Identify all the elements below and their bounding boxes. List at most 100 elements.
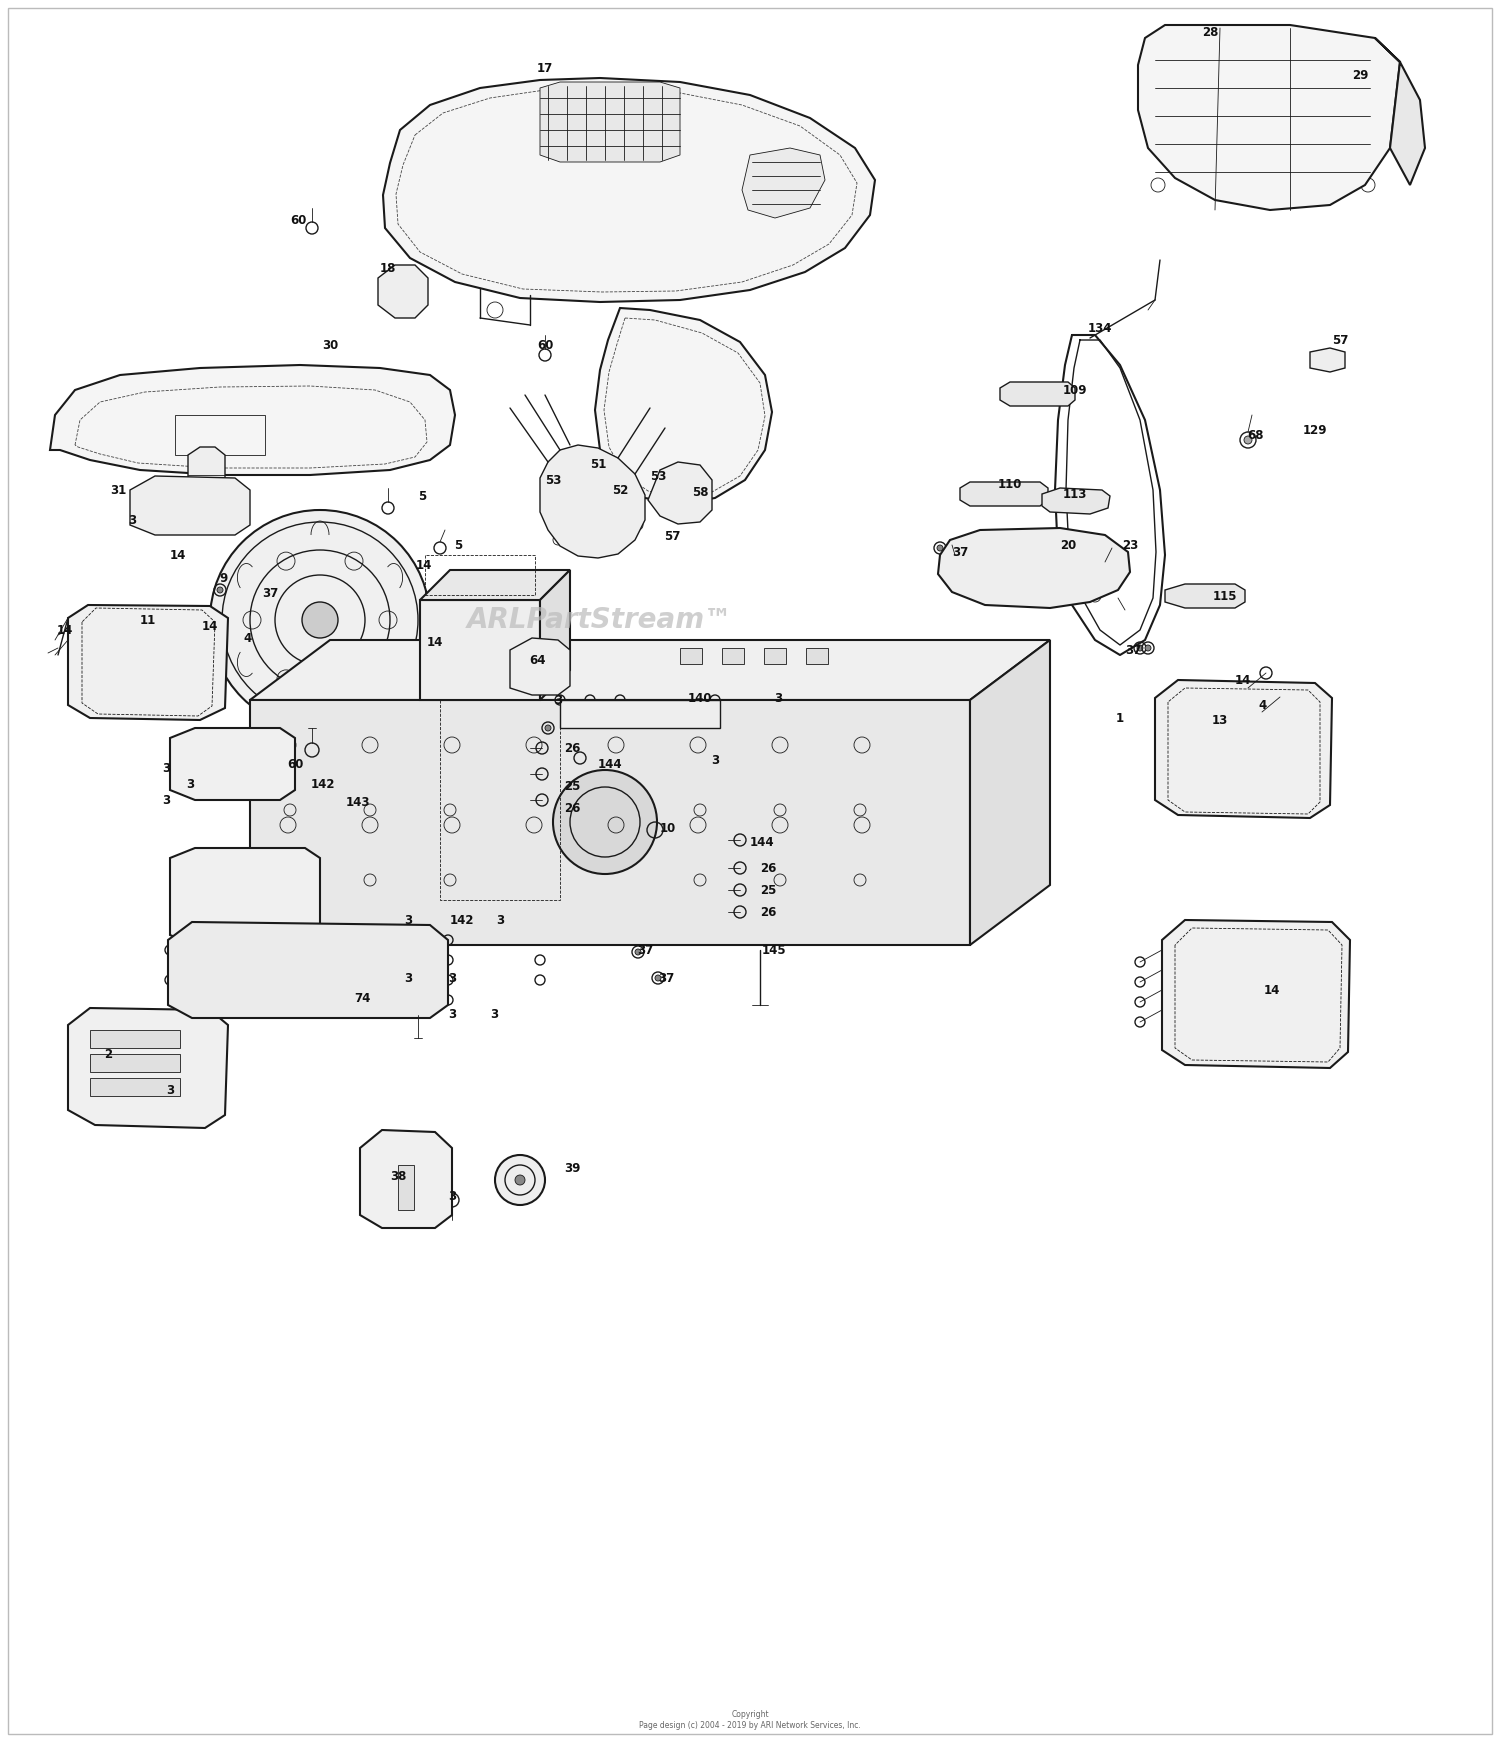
Text: 3: 3 <box>774 692 782 704</box>
Polygon shape <box>398 1165 414 1211</box>
Text: 9: 9 <box>220 571 228 585</box>
Polygon shape <box>1166 584 1245 608</box>
Circle shape <box>512 657 518 664</box>
Text: 129: 129 <box>1302 423 1328 437</box>
Polygon shape <box>251 639 1050 700</box>
Polygon shape <box>170 728 296 800</box>
Text: 52: 52 <box>612 484 628 496</box>
Text: 145: 145 <box>762 944 786 956</box>
Text: 1: 1 <box>1116 711 1124 725</box>
Polygon shape <box>130 476 251 535</box>
Text: 31: 31 <box>110 484 126 496</box>
Circle shape <box>217 587 223 592</box>
Circle shape <box>1137 645 1143 652</box>
Polygon shape <box>378 265 427 319</box>
Text: 4: 4 <box>1258 699 1268 711</box>
Text: 113: 113 <box>1064 488 1088 500</box>
Text: 51: 51 <box>590 458 606 470</box>
Text: 14: 14 <box>427 636 442 648</box>
Text: 3: 3 <box>496 913 504 927</box>
Text: 5: 5 <box>454 538 462 552</box>
Circle shape <box>472 622 478 629</box>
Polygon shape <box>540 82 680 162</box>
Text: 142: 142 <box>450 913 474 927</box>
Circle shape <box>1144 645 1150 652</box>
Polygon shape <box>1376 38 1425 185</box>
Polygon shape <box>420 599 540 700</box>
Polygon shape <box>90 1054 180 1071</box>
Text: 26: 26 <box>564 801 580 815</box>
Circle shape <box>514 1176 525 1185</box>
Text: 14: 14 <box>416 559 432 571</box>
Polygon shape <box>806 648 828 664</box>
Text: 14: 14 <box>57 624 74 636</box>
Text: 18: 18 <box>380 261 396 275</box>
Text: 3: 3 <box>711 754 718 766</box>
Text: 109: 109 <box>1062 383 1088 397</box>
Circle shape <box>512 622 518 629</box>
Text: 58: 58 <box>692 486 708 498</box>
Circle shape <box>302 603 338 638</box>
Text: 53: 53 <box>650 470 666 483</box>
Circle shape <box>1244 436 1252 444</box>
Text: 74: 74 <box>354 991 370 1005</box>
Text: 60: 60 <box>290 214 306 226</box>
Text: 37: 37 <box>638 944 652 956</box>
Text: 60: 60 <box>537 338 554 352</box>
Text: 64: 64 <box>530 653 546 667</box>
Text: 3: 3 <box>166 1084 174 1096</box>
Text: 37: 37 <box>952 545 968 559</box>
Text: 3: 3 <box>128 514 136 526</box>
Text: 37: 37 <box>262 587 278 599</box>
Text: 28: 28 <box>1202 26 1218 38</box>
Circle shape <box>656 976 662 981</box>
Text: 142: 142 <box>310 777 336 791</box>
Text: 17: 17 <box>537 61 554 75</box>
Polygon shape <box>360 1131 452 1228</box>
Text: 13: 13 <box>1212 714 1228 726</box>
Text: 134: 134 <box>1088 322 1112 334</box>
Text: 5: 5 <box>419 490 426 502</box>
Polygon shape <box>1162 920 1350 1068</box>
Text: 4: 4 <box>244 632 252 645</box>
Text: 3: 3 <box>448 1007 456 1021</box>
Text: 57: 57 <box>1332 333 1348 347</box>
Polygon shape <box>722 648 744 664</box>
Text: 38: 38 <box>390 1169 406 1183</box>
Circle shape <box>544 725 550 732</box>
Circle shape <box>495 1155 544 1205</box>
Text: 14: 14 <box>170 549 186 561</box>
Text: 3: 3 <box>448 972 456 984</box>
Polygon shape <box>540 444 645 557</box>
Text: 20: 20 <box>1060 538 1076 552</box>
Text: 30: 30 <box>322 338 338 352</box>
Text: 68: 68 <box>1246 429 1263 441</box>
Polygon shape <box>1310 348 1346 373</box>
Polygon shape <box>382 78 874 301</box>
Polygon shape <box>170 848 320 944</box>
Text: 26: 26 <box>760 906 776 918</box>
Text: 2: 2 <box>104 1049 112 1061</box>
Text: 14: 14 <box>1234 674 1251 686</box>
Circle shape <box>432 622 438 629</box>
Circle shape <box>432 657 438 664</box>
Text: 25: 25 <box>564 779 580 793</box>
Text: 23: 23 <box>1122 538 1138 552</box>
Polygon shape <box>168 922 448 1017</box>
Text: 14: 14 <box>1264 984 1280 996</box>
Text: 14: 14 <box>202 620 217 632</box>
Polygon shape <box>68 604 228 719</box>
Text: 115: 115 <box>1212 589 1237 603</box>
Polygon shape <box>938 528 1130 608</box>
Text: 53: 53 <box>544 474 561 486</box>
Text: Copyright
Page design (c) 2004 - 2019 by ARI Network Services, Inc.: Copyright Page design (c) 2004 - 2019 by… <box>639 1711 861 1730</box>
Polygon shape <box>251 700 970 944</box>
Text: 11: 11 <box>140 613 156 627</box>
Circle shape <box>938 545 944 550</box>
Text: 37: 37 <box>658 972 674 984</box>
Text: 3: 3 <box>448 1190 456 1202</box>
Circle shape <box>472 657 478 664</box>
Polygon shape <box>764 648 786 664</box>
Polygon shape <box>420 570 570 599</box>
Text: 3: 3 <box>162 761 170 775</box>
